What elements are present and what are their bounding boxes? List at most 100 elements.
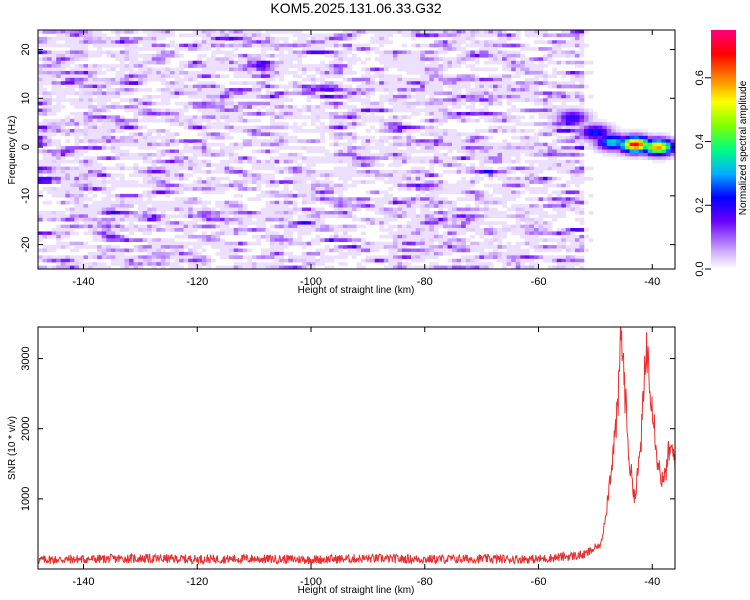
spectrogram-cell xyxy=(670,146,675,150)
spectrogram-cell xyxy=(665,132,671,137)
spectrogram-cell xyxy=(215,60,221,65)
spectrogram-cell xyxy=(333,74,339,79)
spectrogram-cell xyxy=(201,88,207,92)
spectrogram-cell xyxy=(429,91,435,96)
spectrogram-cell xyxy=(220,91,225,96)
spectrogram-cell xyxy=(433,135,439,140)
spectrogram-cell xyxy=(533,149,539,154)
spectrogram-cell xyxy=(506,50,512,55)
spectrogram-cell xyxy=(124,183,130,188)
spectrogram-cell xyxy=(588,118,594,123)
spectrogram-cell xyxy=(210,70,216,75)
spectrogram-cell xyxy=(447,94,453,99)
spectrogram-cell xyxy=(251,197,257,202)
spectrogram-cell xyxy=(420,88,426,92)
spectrogram-cell xyxy=(270,98,275,102)
spectrogram-cell xyxy=(424,108,430,113)
spectrogram-cell xyxy=(606,129,612,133)
spectrogram-cell xyxy=(47,60,52,65)
spectrogram-cell xyxy=(129,166,134,171)
spectrogram-cell xyxy=(379,197,385,202)
spectrogram-cell xyxy=(110,200,116,205)
spectrogram-cell xyxy=(129,88,134,92)
spectrogram-cell xyxy=(256,166,262,171)
spectrogram-cell xyxy=(447,132,453,137)
spectrogram-cell xyxy=(502,118,507,123)
spectrogram-cell xyxy=(520,47,526,51)
spectrogram-cell xyxy=(452,88,457,92)
spectrogram-cell xyxy=(215,149,221,154)
spectrogram-cell xyxy=(38,30,43,34)
spectrogram-cell xyxy=(552,40,557,44)
spectrogram-cell xyxy=(270,204,275,208)
spectrogram-cell xyxy=(574,166,580,171)
spectrogram-cell xyxy=(311,190,316,195)
spectrogram-cell xyxy=(101,70,107,75)
spectrogram-cell xyxy=(402,187,407,191)
spectrogram-cell xyxy=(301,207,307,212)
spectrogram-cell xyxy=(151,152,157,157)
spectrogram-cell xyxy=(210,132,216,137)
spectrogram-cell xyxy=(233,210,239,215)
spectrogram-cell xyxy=(301,187,307,191)
spectrogram-cell xyxy=(242,118,248,123)
spectrogram-cell xyxy=(565,115,571,120)
spectrogram-cell xyxy=(165,176,171,181)
spectrogram-cell xyxy=(402,207,407,212)
spectrogram-cell xyxy=(442,200,448,205)
spectrogram-cell xyxy=(174,84,180,89)
spectrogram-cell xyxy=(402,149,407,154)
spectrogram-cell xyxy=(83,33,89,38)
spectrogram-cell xyxy=(329,118,335,123)
spectrogram-cell xyxy=(415,53,421,58)
spectrogram-cell xyxy=(183,43,189,48)
spectrogram-cell xyxy=(38,139,43,143)
spectrogram-cell xyxy=(115,64,121,68)
spectrogram-cell xyxy=(465,33,471,38)
spectrogram-cell xyxy=(42,60,48,65)
spectrogram-cell xyxy=(429,139,435,143)
spectrogram-cell xyxy=(78,40,84,44)
spectrogram-cell xyxy=(156,111,162,116)
spectrogram-cell xyxy=(497,129,503,133)
spectrogram-cell xyxy=(288,47,294,51)
spectrogram-cell xyxy=(361,169,366,174)
spectrogram-cell xyxy=(129,183,134,188)
spectrogram-cell xyxy=(283,210,289,215)
spectrogram-cell xyxy=(556,115,562,120)
spectrogram-cell xyxy=(547,101,553,106)
spectrogram-cell xyxy=(260,142,266,147)
spectrogram-cell xyxy=(56,139,62,143)
spectrogram-cell xyxy=(465,132,471,137)
spectrogram-cell xyxy=(265,159,271,164)
spectrogram-cell xyxy=(229,200,234,205)
spectrogram-cell xyxy=(179,163,184,167)
spectrogram-cell xyxy=(552,200,557,205)
spectrogram-cell xyxy=(106,204,112,208)
spectrogram-cell xyxy=(60,149,66,154)
spectrogram-cell xyxy=(429,187,435,191)
spectrogram-cell xyxy=(556,193,562,198)
spectrogram-cell xyxy=(151,214,157,219)
spectrogram-cell xyxy=(570,200,576,205)
spectrogram-cell xyxy=(420,176,426,181)
spectrogram-cell xyxy=(415,176,421,181)
spectrogram-cell xyxy=(579,135,585,140)
spectrogram-cell xyxy=(242,210,248,215)
spectrogram-cell xyxy=(574,33,580,38)
spectrogram-cell xyxy=(547,111,553,116)
spectrogram-cell xyxy=(201,67,207,72)
spectrogram-cell xyxy=(656,132,662,137)
spectrogram-cell xyxy=(233,105,239,109)
spectrogram-cell xyxy=(392,156,398,161)
spectrogram-cell xyxy=(361,156,366,161)
spectrogram-cell xyxy=(256,81,262,85)
spectrogram-cell xyxy=(429,149,435,154)
spectrogram-cell xyxy=(97,146,102,150)
spectrogram-cell xyxy=(338,166,344,171)
spectrogram-cell xyxy=(260,132,266,137)
spectrogram-cell xyxy=(242,94,248,99)
spectrogram-cell xyxy=(556,122,562,126)
spectrogram-cell xyxy=(447,135,453,140)
spectrogram-cell xyxy=(74,210,80,215)
